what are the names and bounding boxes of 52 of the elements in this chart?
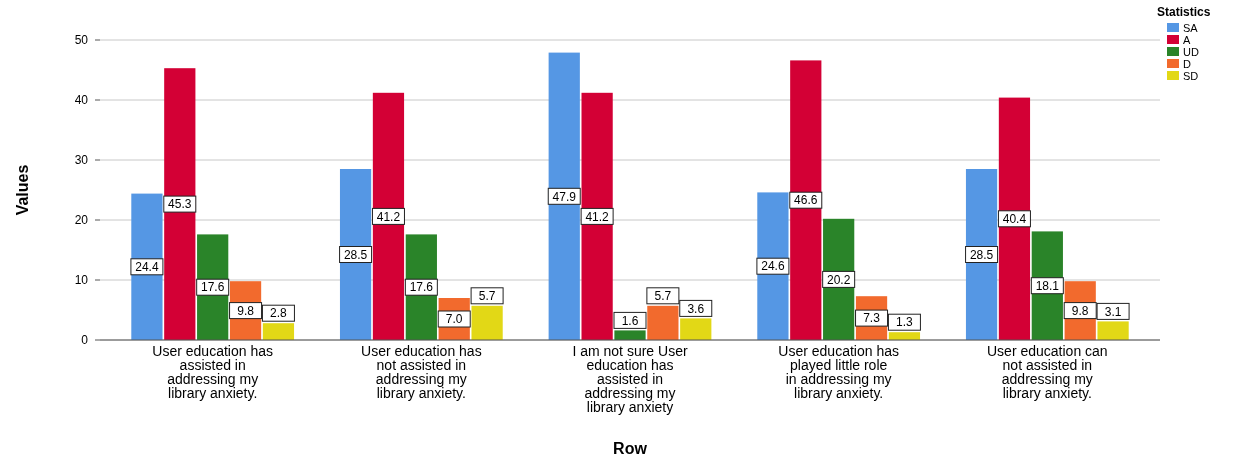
legend-label: D	[1183, 57, 1191, 70]
data-label: 41.2	[585, 209, 610, 224]
bar	[372, 92, 405, 340]
data-label: 17.6	[409, 280, 434, 295]
bar	[548, 52, 580, 340]
data-label: 20.2	[826, 272, 851, 287]
y-tick-label: 50	[74, 33, 89, 48]
data-label: 7.0	[445, 312, 463, 327]
x-axis-title: Row	[613, 440, 648, 457]
data-label: 5.7	[478, 289, 496, 303]
data-label: 1.6	[621, 313, 639, 328]
data-label: 2.8	[270, 306, 288, 321]
data-label: 1.3	[896, 315, 914, 330]
data-label: 3.6	[687, 301, 705, 316]
y-tick-label: 30	[74, 153, 89, 168]
x-tick-label: I am not sure User education has assisted in addressing my library anxiety	[572, 343, 688, 415]
data-label: 28.5	[969, 247, 994, 262]
data-label: 17.6	[201, 280, 225, 295]
x-tick-label: User education has played little role in addressing my library anxiety.	[778, 343, 899, 401]
data-label: 9.8	[1071, 303, 1089, 318]
bar	[757, 192, 789, 340]
y-axis-title: Values	[14, 164, 31, 216]
data-label: 7.3	[863, 311, 881, 326]
data-label: 9.8	[237, 303, 255, 318]
legend-label: SD	[1183, 69, 1199, 82]
data-label: 5.7	[654, 289, 672, 303]
bar	[790, 60, 822, 340]
bar	[131, 193, 163, 340]
y-tick-label: 10	[74, 273, 89, 288]
data-label: 24.6	[761, 259, 785, 274]
data-label: 41.2	[376, 209, 401, 224]
bar	[998, 97, 1031, 340]
x-tick-label: User education can not assisted in addressing my library anxiety.	[987, 343, 1108, 401]
data-label: 46.6	[794, 193, 818, 208]
legend-label: SA	[1183, 21, 1199, 34]
data-label: 47.9	[552, 189, 577, 204]
bar	[164, 68, 196, 340]
y-tick-label: 20	[74, 213, 89, 228]
data-label: 40.4	[1002, 212, 1027, 226]
data-label: 24.4	[135, 260, 159, 274]
data-label: 45.3	[168, 197, 192, 212]
y-tick-label: 0	[81, 333, 89, 348]
data-label: 18.1	[1035, 278, 1060, 293]
data-label: 28.5	[343, 247, 368, 262]
legend-label: UD	[1183, 45, 1199, 58]
legend-title: Statistics	[1157, 5, 1211, 19]
data-label: 3.1	[1104, 304, 1122, 319]
legend-label: A	[1183, 33, 1191, 46]
y-tick-label: 40	[74, 93, 89, 108]
x-tick-label: User education has assisted in addressing my library anxiety.	[152, 343, 273, 401]
bar	[581, 92, 613, 340]
x-tick-label: User education has not assisted in addressing my library anxiety.	[361, 343, 482, 401]
